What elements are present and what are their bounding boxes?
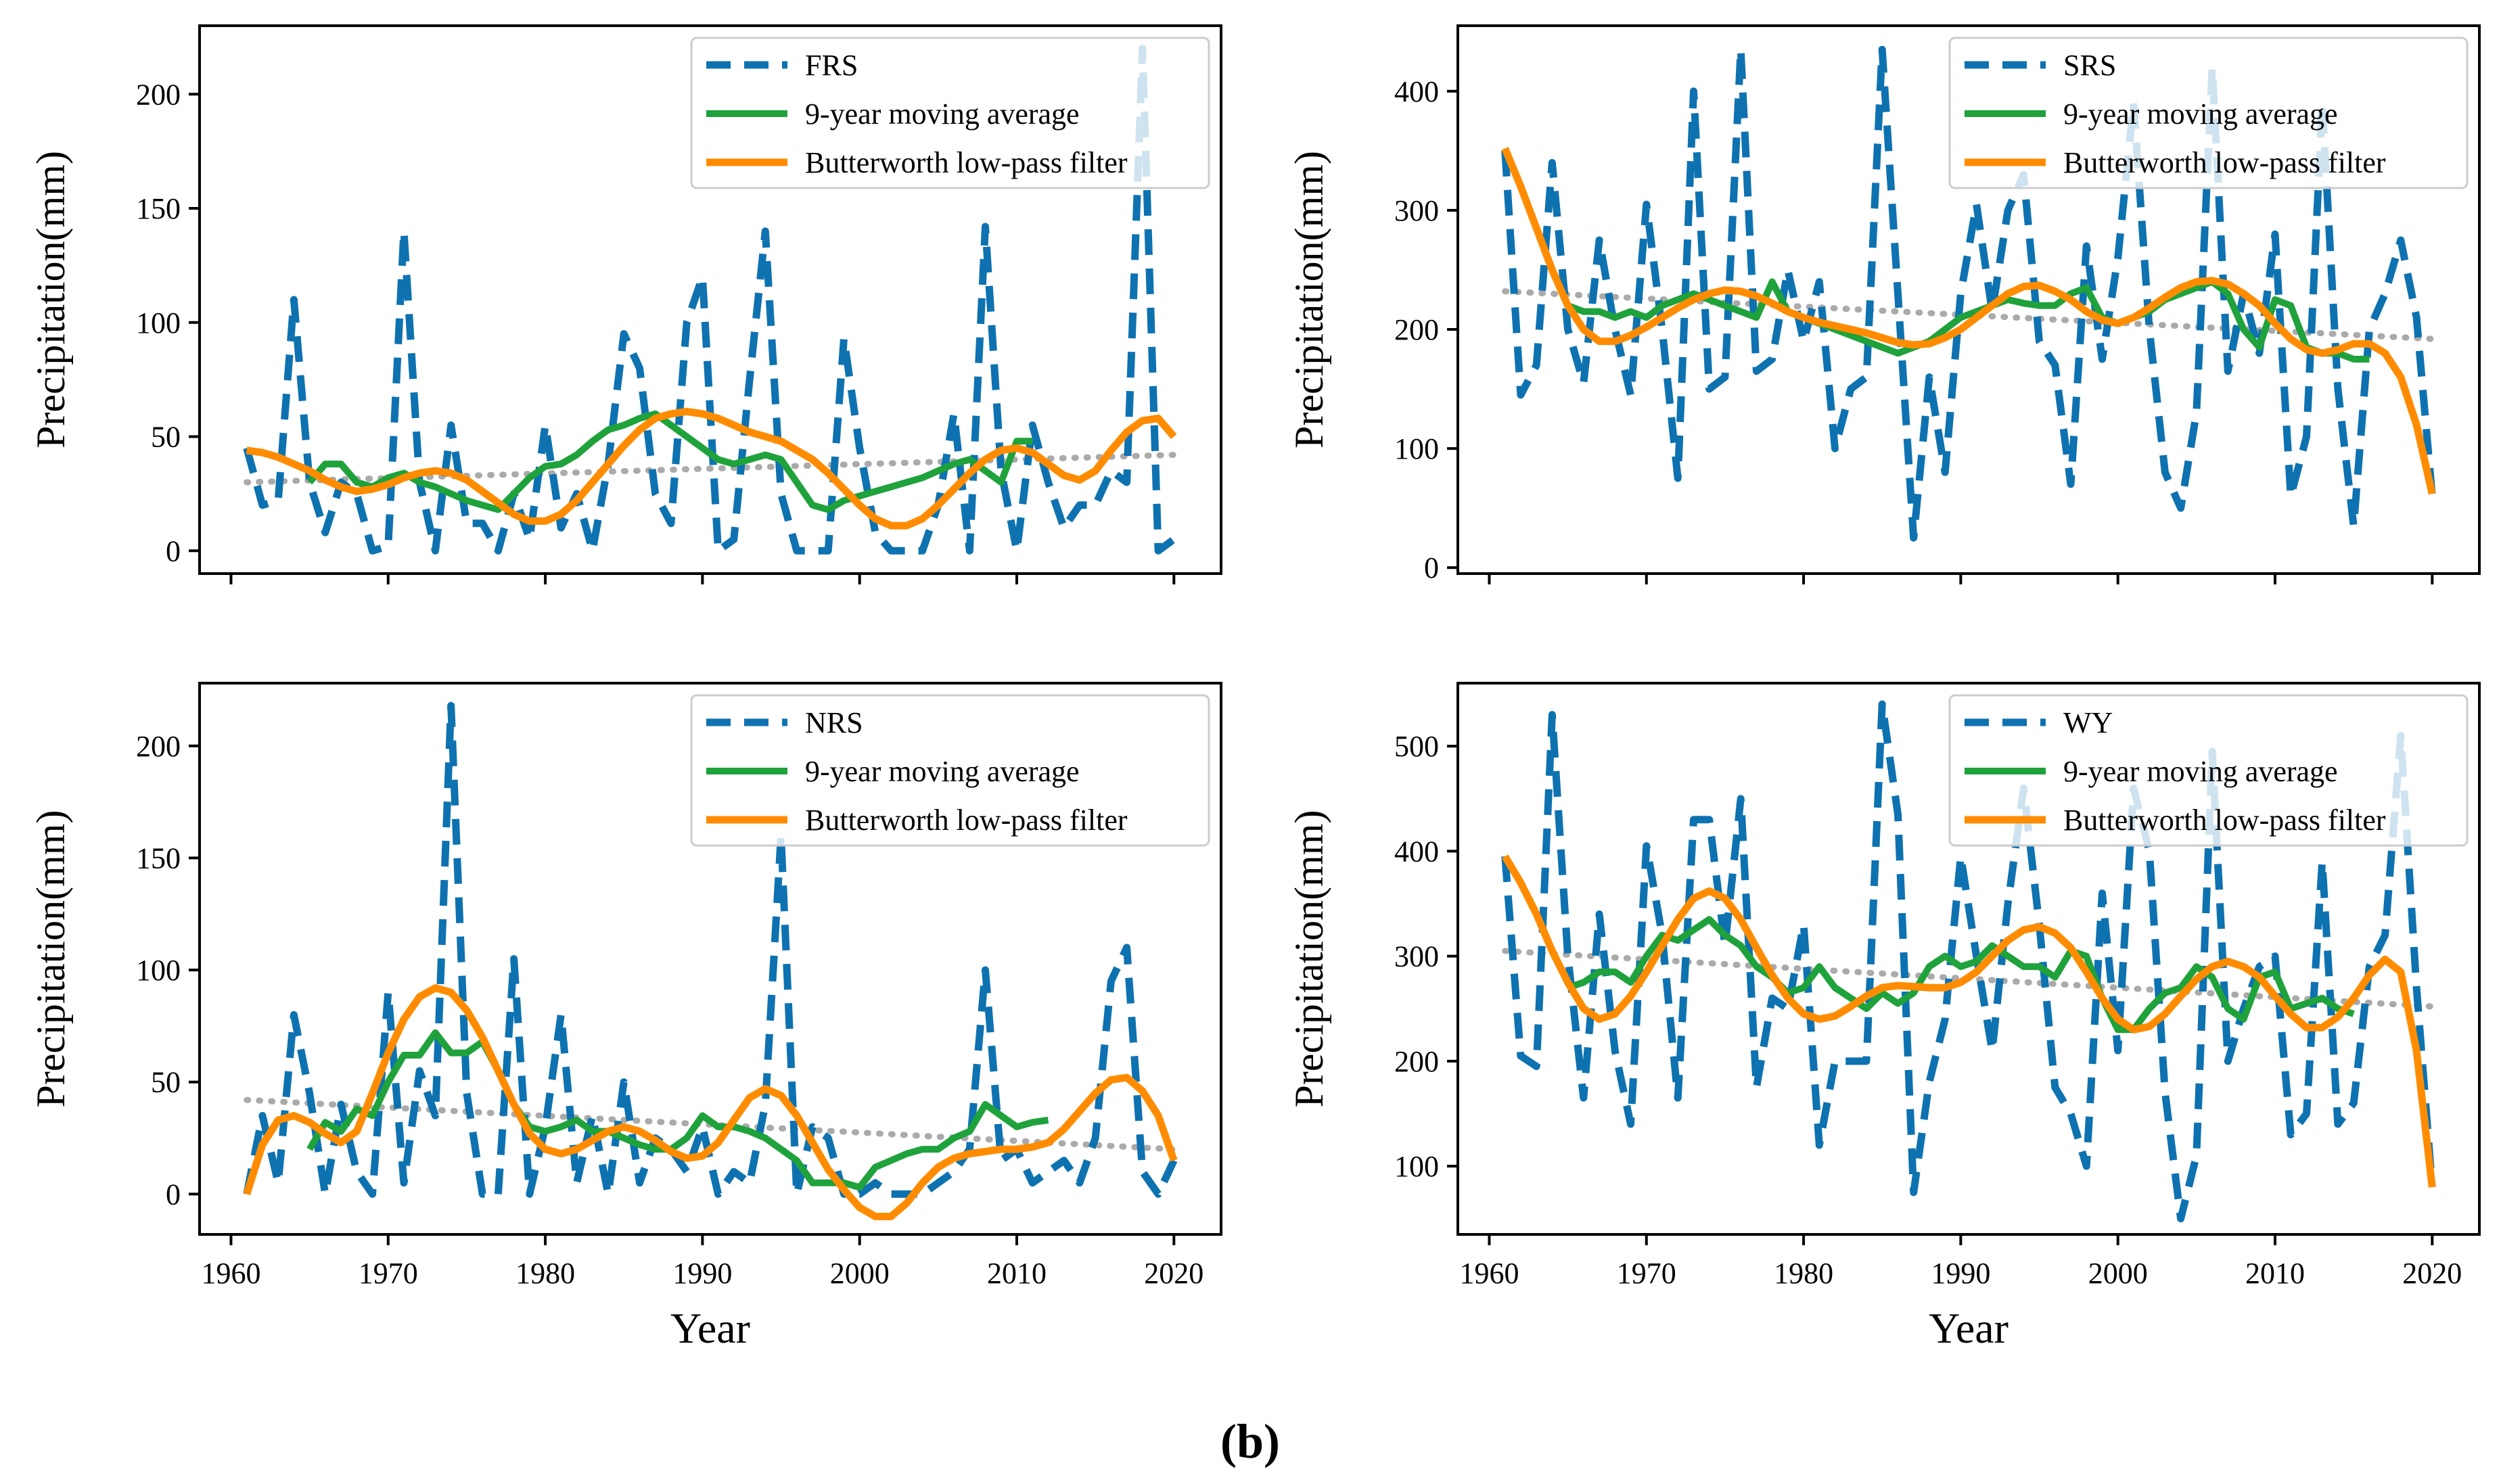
nrs-ytick-label: 100	[136, 954, 181, 987]
srs-ytick-label: 300	[1394, 194, 1439, 227]
frs-trend-line	[244, 452, 1177, 486]
wy-xtick-label: 2000	[2088, 1257, 2148, 1290]
srs-y-axis-label: Precipitation(mm)	[1287, 151, 1331, 448]
nrs-xtick-label: 1980	[515, 1257, 575, 1290]
nrs-legend-observed-label: NRS	[805, 706, 863, 739]
nrs-xtick-label: 2000	[830, 1257, 890, 1290]
chart-wy: 100 200 300 400 500 1960 1970 1980 1990 2000 2010 2…	[1287, 682, 2481, 1352]
wy-ytick-label: 400	[1394, 835, 1439, 868]
nrs-axes-frame	[198, 682, 1222, 1236]
wy-legend: WY 9-year moving average Butterworth low-p…	[1948, 694, 2469, 847]
nrs-legend: NRS 9-year moving average Butterworth low-…	[690, 694, 1210, 847]
wy-xtick-label: 1960	[1459, 1257, 1519, 1290]
nrs-xtick-label: 2010	[987, 1257, 1047, 1290]
chart-nrs: 0 50 100 150 200 1960 1970 1980 1990 2000 2010 2020…	[28, 682, 1222, 1352]
srs-plot-area	[1501, 45, 2436, 542]
nrs-butterworth-series	[243, 984, 1178, 1220]
wy-observed-series	[1501, 700, 2436, 1223]
wy-xtick-label: 1980	[1774, 1257, 1833, 1290]
nrs-moving-average-series	[306, 1029, 1049, 1191]
wy-ytick-label: 100	[1394, 1150, 1439, 1183]
chart-srs: 0 100 200 300 400 Precipitation(mm) SRS 9-year …	[1287, 24, 2481, 584]
nrs-xtick-label: 1960	[201, 1257, 260, 1290]
srs-legend-box	[1948, 37, 2469, 189]
wy-x-axis-label: Year	[1929, 1304, 2009, 1352]
nrs-plot-area	[243, 701, 1178, 1220]
nrs-legend-moving-average-label: 9-year moving average	[805, 755, 1080, 788]
wy-moving-average-series	[1567, 916, 2355, 1034]
frs-plot-area	[243, 45, 1177, 555]
nrs-legend-butterworth-label: Butterworth low-pass filter	[805, 804, 1128, 837]
chart-frs: 0 50 100 150 200 Precipitation(mm) FRS 9-year m…	[28, 24, 1222, 584]
srs-axes-frame	[1456, 24, 2481, 575]
wy-xtick-label: 2020	[2402, 1257, 2462, 1290]
wy-legend-observed-label: WY	[2063, 706, 2113, 739]
wy-legend-box	[1948, 694, 2469, 847]
nrs-ytick-label: 200	[136, 730, 181, 763]
nrs-ytick-label: 150	[136, 841, 181, 875]
wy-ytick-label: 200	[1394, 1045, 1439, 1078]
wy-xtick-label: 1990	[1931, 1257, 1990, 1290]
frs-ytick-label: 50	[151, 421, 181, 454]
frs-legend-box	[690, 37, 1210, 189]
frs-legend-butterworth-label: Butterworth low-pass filter	[805, 146, 1128, 179]
nrs-xtick-label: 1990	[672, 1257, 732, 1290]
frs-ytick-label: 0	[166, 534, 181, 567]
srs-ytick-label: 400	[1394, 75, 1439, 108]
frs-ytick-label: 200	[136, 78, 181, 111]
srs-ytick-label: 200	[1394, 313, 1439, 346]
wy-ytick-label: 500	[1394, 730, 1439, 763]
wy-y-axis-label: Precipitation(mm)	[1287, 810, 1331, 1108]
wy-axes-frame	[1456, 682, 2481, 1236]
frs-legend-moving-average-label: 9-year moving average	[805, 97, 1080, 131]
srs-ytick-label: 100	[1394, 432, 1439, 465]
nrs-observed-series	[243, 701, 1178, 1198]
frs-ytick-label: 150	[136, 192, 181, 225]
wy-legend-moving-average-label: 9-year moving average	[2063, 755, 2338, 788]
frs-legend-observed-label: FRS	[805, 49, 858, 82]
srs-ytick-label: 0	[1424, 551, 1439, 584]
wy-butterworth-series	[1501, 854, 2436, 1188]
srs-legend-moving-average-label: 9-year moving average	[2063, 97, 2338, 131]
frs-y-axis-label: Precipitation(mm)	[28, 151, 73, 448]
wy-ytick-label: 300	[1394, 940, 1439, 973]
wy-xtick-label: 2010	[2245, 1257, 2305, 1290]
frs-moving-average-series	[306, 410, 1033, 513]
frs-legend: FRS 9-year moving average Butterworth low-…	[690, 37, 1210, 189]
frs-ytick-label: 100	[136, 306, 181, 340]
wy-xtick-label: 1970	[1617, 1257, 1676, 1290]
frs-butterworth-series	[246, 407, 1177, 530]
srs-legend-observed-label: SRS	[2063, 49, 2116, 82]
srs-butterworth-series	[1501, 147, 2436, 495]
figure-label: (b)	[1220, 1414, 1280, 1468]
nrs-y-axis-label: Precipitation(mm)	[28, 810, 73, 1108]
nrs-xtick-label: 1970	[359, 1257, 418, 1290]
srs-legend-butterworth-label: Butterworth low-pass filter	[2063, 146, 2386, 179]
frs-axes-frame	[198, 24, 1222, 575]
nrs-ytick-label: 50	[151, 1066, 181, 1099]
nrs-legend-box	[690, 694, 1210, 847]
nrs-ytick-label: 0	[166, 1178, 181, 1211]
wy-plot-area	[1501, 700, 2436, 1223]
nrs-xtick-label: 2020	[1144, 1257, 1203, 1290]
wy-legend-butterworth-label: Butterworth low-pass filter	[2063, 804, 2386, 837]
nrs-x-axis-label: Year	[670, 1304, 750, 1352]
srs-legend: SRS 9-year moving average Butterworth low-…	[1948, 37, 2469, 189]
